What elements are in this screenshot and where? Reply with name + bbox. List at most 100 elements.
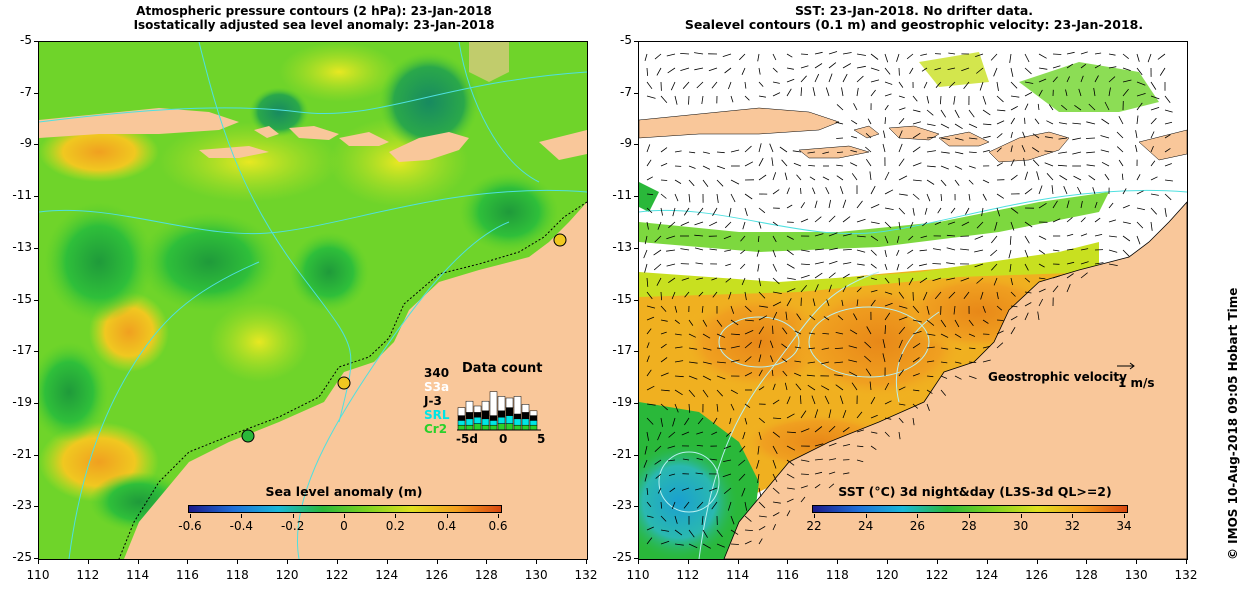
lat-tick <box>634 196 638 198</box>
velocity-arrow <box>842 233 852 237</box>
velocity-arrow <box>740 249 746 255</box>
velocity-arrow <box>1118 116 1124 125</box>
velocity-arrow <box>786 298 792 307</box>
velocity-arrow <box>807 361 816 364</box>
histogram-bar <box>529 415 538 421</box>
velocity-arrow <box>1010 131 1013 139</box>
velocity-arrow <box>884 67 891 75</box>
velocity-arrow <box>1093 87 1096 97</box>
velocity-arrow <box>946 277 956 281</box>
lat-tick <box>34 299 38 301</box>
velocity-arrow <box>723 487 732 495</box>
velocity-arrow <box>982 149 990 153</box>
velocity-arrow <box>681 277 690 281</box>
velocity-arrow <box>996 95 1004 103</box>
lon-tick <box>737 559 739 564</box>
velocity-arrow <box>800 459 810 462</box>
velocity-arrow <box>828 62 837 69</box>
histogram-bar <box>473 412 482 418</box>
velocity-arrow <box>781 358 788 363</box>
sea-level-anomaly-map <box>38 41 588 560</box>
velocity-arrow <box>968 193 971 201</box>
velocity-arrow <box>1066 273 1074 279</box>
velocity-arrow <box>814 216 822 223</box>
velocity-arrow <box>1136 221 1144 229</box>
lon-tick <box>436 559 438 564</box>
velocity-arrow <box>702 529 708 538</box>
sst-lon-label: 112 <box>676 568 700 582</box>
velocity-arrow <box>660 540 670 545</box>
velocity-arrow <box>1080 261 1089 265</box>
velocity-arrow <box>842 426 850 433</box>
velocity-arrow <box>990 249 998 257</box>
velocity-arrow <box>1122 79 1132 83</box>
data-count-axis-left: -5d <box>456 432 478 446</box>
sla-lat-label: -13 <box>12 239 32 254</box>
velocity-arrow <box>711 277 718 281</box>
velocity-arrow <box>696 457 704 461</box>
velocity-arrow <box>688 347 698 350</box>
velocity-arrow <box>1059 175 1068 181</box>
velocity-arrow <box>940 347 949 350</box>
velocity-arrow <box>1052 285 1059 293</box>
velocity-arrow <box>1010 81 1018 89</box>
velocity-arrow <box>1038 288 1046 293</box>
velocity-arrow <box>730 333 740 336</box>
velocity-arrow <box>702 319 708 327</box>
velocity-arrow <box>940 389 947 396</box>
velocity-arrow <box>781 343 788 349</box>
velocity-arrow <box>1150 107 1160 111</box>
velocity-arrow <box>940 319 947 328</box>
velocity-arrow <box>682 458 690 461</box>
velocity-arrow <box>1136 67 1143 76</box>
velocity-arrow <box>800 485 808 489</box>
velocity-arrow <box>796 313 802 321</box>
velocity-arrow <box>814 51 823 55</box>
velocity-arrow <box>646 355 650 363</box>
mission-j3: J-3 <box>424 394 442 408</box>
colorbar-tick <box>292 514 294 518</box>
sst-lat-label: -5 <box>620 33 632 47</box>
velocity-arrow <box>723 445 732 449</box>
velocity-arrow <box>1150 117 1157 125</box>
velocity-arrow <box>1164 207 1167 217</box>
velocity-arrow <box>701 95 704 105</box>
velocity-arrow <box>976 221 984 229</box>
colorbar-tick-label: 22 <box>806 519 822 533</box>
velocity-arrow <box>696 501 704 509</box>
velocity-arrow <box>668 473 676 476</box>
velocity-arrow <box>864 355 872 363</box>
velocity-arrow <box>786 431 796 434</box>
lat-tick <box>634 299 638 301</box>
velocity-arrow <box>786 459 795 466</box>
velocity-arrow <box>1094 64 1101 69</box>
velocity-arrow <box>837 315 844 321</box>
velocity-arrow <box>812 298 816 307</box>
sla-lat-label: -25 <box>12 550 32 564</box>
velocity-arrow <box>1052 200 1058 209</box>
velocity-arrow <box>853 103 858 111</box>
velocity-arrow <box>1150 145 1154 153</box>
velocity-arrow <box>884 382 890 391</box>
histogram-bar <box>457 407 466 416</box>
velocity-arrow <box>848 359 858 363</box>
velocity-arrow <box>741 277 746 286</box>
velocity-arrow <box>1010 305 1018 308</box>
velocity-arrow <box>744 95 750 101</box>
velocity-arrow <box>702 361 712 365</box>
velocity-arrow <box>898 221 901 230</box>
velocity-arrow <box>912 132 921 139</box>
velocity-arrow <box>814 443 824 447</box>
velocity-arrow <box>728 81 732 90</box>
velocity-arrow <box>1038 298 1044 307</box>
velocity-arrow <box>822 176 830 181</box>
velocity-arrow <box>884 221 892 229</box>
velocity-arrow <box>884 104 889 111</box>
velocity-arrow <box>660 163 668 167</box>
velocity-arrow <box>1038 185 1043 195</box>
velocity-arrow <box>744 403 751 409</box>
velocity-arrow <box>1038 78 1047 83</box>
lat-tick <box>34 196 38 198</box>
lon-tick <box>986 559 988 564</box>
velocity-arrow <box>654 459 662 465</box>
